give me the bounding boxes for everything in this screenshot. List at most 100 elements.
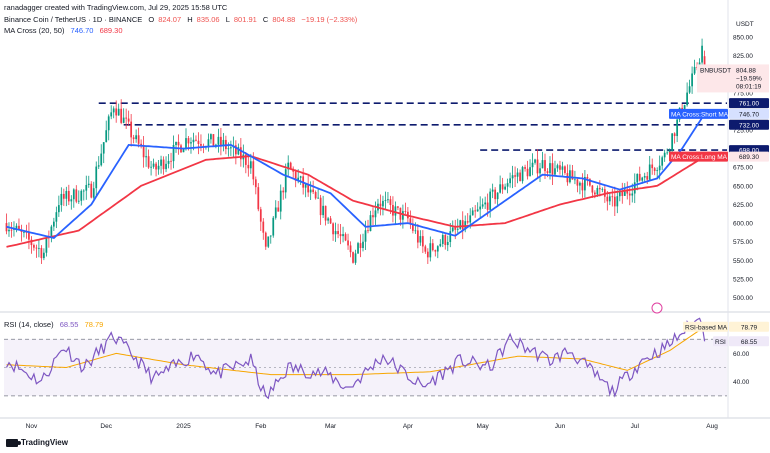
candle-body — [192, 139, 195, 143]
candle-body — [207, 139, 210, 147]
candle-body — [324, 205, 327, 221]
candle-body — [651, 164, 654, 169]
price-tick-label: 625.00 — [733, 202, 753, 209]
candle-body — [257, 187, 260, 210]
candle-body — [314, 192, 317, 199]
candle-body — [127, 118, 130, 122]
candle-body — [621, 190, 624, 196]
price-tick-label: 675.00 — [733, 165, 753, 172]
candle-body — [344, 234, 347, 241]
candle-body — [125, 117, 128, 119]
price-axis[interactable]: USDT850.00825.00800.00775.00750.00725.00… — [733, 21, 754, 386]
candle-body — [509, 178, 511, 184]
author-line: ranadagger created with TradingView.com,… — [4, 3, 228, 12]
price-tick-label: 775.00 — [733, 90, 753, 97]
candle-body — [100, 153, 103, 166]
candle-body — [195, 139, 197, 141]
candle-body — [389, 199, 392, 206]
candle-body — [23, 231, 25, 233]
rsi-ma-tag-value: 78.79 — [741, 324, 758, 331]
candle-body — [429, 243, 432, 258]
candle-body — [105, 130, 108, 143]
candle-body — [496, 192, 499, 200]
candle-body — [200, 143, 202, 146]
candle-body — [663, 152, 666, 158]
candle-body — [147, 156, 150, 168]
rsi-legend-value: 68.55 — [59, 320, 79, 329]
candle-body — [92, 188, 95, 198]
candle-body — [222, 139, 225, 146]
rsi-tag-value: 68.55 — [741, 339, 758, 346]
level-tag-732-bg — [729, 119, 769, 130]
ma-legend-label: MA Cross (20, 50) — [4, 26, 65, 35]
candle-body — [519, 172, 521, 182]
symbol-tag-label: BNBUSDT — [700, 67, 731, 74]
candle-body — [693, 66, 696, 74]
candle-body — [112, 108, 115, 113]
candle-body — [456, 228, 459, 230]
ohlc-change: −19.19 (−2.33%) — [301, 15, 358, 24]
candle-body — [571, 170, 574, 180]
candle-body — [33, 245, 35, 248]
candle-body — [461, 220, 464, 230]
candle-body — [97, 165, 100, 167]
candle-body — [135, 135, 138, 140]
candle-body — [534, 159, 536, 163]
candle-body — [626, 189, 629, 194]
candle-body — [564, 166, 566, 174]
candle-body — [137, 135, 140, 144]
candle-body — [217, 136, 220, 145]
long-ma-tag-value: 689.30 — [739, 154, 759, 161]
candle-body — [611, 196, 614, 198]
candle-body — [701, 45, 703, 63]
ma-legend[interactable]: MA Cross (20, 50) 746.70 689.30 — [4, 26, 127, 36]
rsi-tag-label-bg — [713, 336, 728, 347]
horizontal-levels[interactable] — [98, 102, 727, 151]
candle-body — [404, 211, 407, 212]
ohlc-high: 835.06 — [196, 15, 220, 24]
candle-body — [10, 229, 13, 231]
ohlc-close: 804.88 — [272, 15, 296, 24]
candle-body — [596, 187, 599, 195]
candle-body — [666, 152, 669, 154]
candle-body — [494, 189, 497, 200]
candle-body — [279, 190, 282, 212]
candle-body — [514, 175, 516, 177]
candle-body — [524, 167, 526, 169]
candle-body — [579, 182, 581, 186]
candle-body — [499, 184, 502, 193]
candle-body — [52, 221, 55, 227]
rsi-tag-label: RSI — [715, 339, 726, 346]
candle-body — [511, 175, 514, 179]
short-ma-tag-label: MA Cross:Short MA — [671, 111, 729, 118]
rsi-legend[interactable]: RSI (14, close) 68.55 78.79 — [4, 320, 107, 330]
price-tick-label: 725.00 — [733, 127, 753, 134]
candle-body — [384, 200, 387, 201]
candle-body — [334, 231, 337, 235]
long-ma-tag-label-bg — [669, 151, 728, 162]
candle-body — [107, 116, 110, 131]
price-tick-label: 525.00 — [733, 276, 753, 283]
candle-body — [150, 166, 152, 168]
time-axis[interactable]: Nov Dec 2025 Feb Mar Apr May Jun Jul Aug — [26, 423, 719, 430]
price-tick-label: 650.00 — [733, 183, 753, 190]
candle-body — [152, 163, 155, 167]
candle-body — [369, 215, 372, 232]
candle-body — [628, 193, 631, 196]
candle-body — [35, 247, 38, 249]
candle-body — [155, 163, 157, 170]
candle-body — [394, 206, 397, 216]
symbol-title[interactable]: Binance Coin / TetherUS · 1D · BINANCE — [4, 15, 143, 24]
candle-body — [397, 206, 399, 208]
footer-brand[interactable]: TradingView — [6, 438, 68, 447]
candle-body — [197, 140, 200, 144]
price-tick-label: 825.00 — [733, 53, 753, 60]
lightning-icon[interactable] — [651, 302, 663, 314]
candle-body — [234, 145, 237, 155]
candle-body — [50, 226, 53, 239]
candle-body — [658, 165, 661, 171]
candle-body — [282, 190, 285, 193]
candle-body — [638, 173, 641, 181]
